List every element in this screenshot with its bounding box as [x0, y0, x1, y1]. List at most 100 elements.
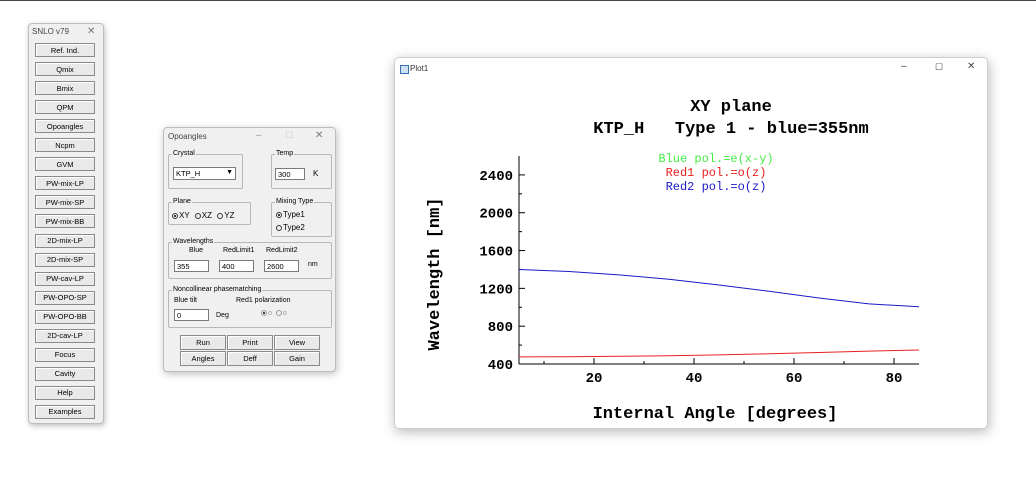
- crystal-group: Crystal KTP_H ▼: [168, 150, 243, 189]
- redlimit2-input[interactable]: 2600: [264, 260, 299, 272]
- x-tick-label: 80: [886, 371, 903, 387]
- y-axis-label: Wavelength [nm]: [426, 197, 445, 350]
- blue-wavelength-input[interactable]: 355: [174, 260, 209, 272]
- snlo-button-qmix[interactable]: Qmix: [35, 62, 95, 77]
- y-tick-label: 2000: [479, 207, 513, 223]
- legend-blue-pol: Blue pol.=e(x-y): [658, 152, 773, 166]
- mixing-type-group: Mixing Type Type1 Type2: [271, 198, 332, 237]
- maximize-icon[interactable]: ☐: [935, 62, 944, 72]
- wavelengths-label: Wavelengths: [172, 238, 215, 245]
- plane-group: Plane XY XZ YZ: [168, 198, 251, 225]
- snlo-button-pw-mix-sp[interactable]: PW-mix-SP: [35, 195, 95, 210]
- radio-selected-icon: [276, 211, 282, 218]
- snlo-button-examples[interactable]: Examples: [35, 404, 95, 419]
- mixing-radio-type2[interactable]: Type2: [276, 223, 305, 232]
- temp-input[interactable]: 300: [275, 168, 305, 180]
- screen-top-edge: [0, 0, 1036, 1]
- red1-polarization-options: o o: [261, 310, 287, 317]
- minimize-icon[interactable]: –: [901, 61, 907, 72]
- gain-button[interactable]: Gain: [274, 351, 320, 366]
- radio-icon: [276, 224, 282, 231]
- radio-icon: [275, 310, 282, 317]
- x-tick-label: 40: [686, 371, 703, 387]
- plane-label: Plane: [172, 198, 192, 205]
- opoangles-window: Opoangles – ☐ ✕ Crystal KTP_H ▼ Temp 300…: [163, 127, 336, 372]
- radio-icon: [217, 212, 224, 219]
- x-tick-label: 60: [786, 371, 803, 387]
- snlo-button-pw-cav-lp[interactable]: PW-cav-LP: [35, 271, 95, 286]
- snlo-button-pw-opo-bb[interactable]: PW-OPO-BB: [35, 309, 95, 324]
- radio-selected-icon: [261, 310, 267, 317]
- snlo-button-opoangles[interactable]: Opoangles: [35, 119, 95, 134]
- mixing-radio-type1[interactable]: Type1: [276, 210, 305, 219]
- x-axis-label: Internal Angle [degrees]: [593, 405, 838, 424]
- red1-polarization-label: Red1 polarization: [236, 297, 291, 304]
- snlo-window-title: SNLO v79: [32, 27, 69, 36]
- close-icon[interactable]: ✕: [315, 130, 324, 141]
- crystal-label: Crystal: [172, 150, 196, 157]
- snlo-button-ncpm[interactable]: Ncpm: [35, 138, 95, 153]
- plot-window: Plot1 – ☐ ✕ XY plane KTP_H Type 1 - blue…: [394, 57, 988, 429]
- redlimit2-header: RedLimit2: [266, 247, 298, 254]
- y-tick-label: 400: [488, 358, 513, 374]
- y-tick-label: 1600: [479, 245, 513, 261]
- pol-radio-1[interactable]: o: [261, 310, 272, 317]
- series-line-red2: [518, 269, 920, 308]
- chart-title: XY plane: [690, 98, 772, 117]
- plane-radio-yz[interactable]: YZ: [217, 211, 234, 220]
- snlo-button-ref-ind[interactable]: Ref. Ind.: [35, 43, 95, 57]
- snlo-button-2d-cav-lp[interactable]: 2D-cav-LP: [35, 328, 95, 343]
- snlo-main-window: SNLO v79 ✕ Ref. Ind. Qmix Bmix QPM Opoangles…: [28, 23, 104, 424]
- series-line-red1: [518, 349, 920, 358]
- snlo-button-2d-mix-sp[interactable]: 2D-mix-SP: [35, 252, 95, 267]
- chart-axes: 400 800 1200 1600 2000 2400 20 40 60 80: [479, 156, 920, 387]
- snlo-button-bmix[interactable]: Bmix: [35, 81, 95, 96]
- wavelength-chart: XY plane KTP_H Type 1 - blue=355nm Blue …: [426, 98, 920, 424]
- print-button[interactable]: Print: [227, 335, 273, 350]
- run-button[interactable]: Run: [180, 335, 226, 350]
- close-icon[interactable]: ✕: [967, 61, 976, 72]
- snlo-button-gvm[interactable]: GVM: [35, 157, 95, 172]
- y-tick-label: 1200: [479, 282, 513, 298]
- snlo-button-pw-opo-sp[interactable]: PW-OPO-SP: [35, 290, 95, 305]
- snlo-button-qpm[interactable]: QPM: [35, 100, 95, 115]
- plane-options: XY XZ YZ: [172, 211, 234, 220]
- noncollinear-label: Noncollinear phasematching: [172, 286, 263, 293]
- snlo-button-help[interactable]: Help: [35, 385, 95, 400]
- plot-window-title: Plot1: [410, 64, 429, 73]
- pol-radio-2[interactable]: o: [275, 310, 287, 317]
- chevron-down-icon: ▼: [226, 169, 233, 176]
- temp-unit: K: [313, 169, 319, 178]
- blue-tilt-label: Blue tilt: [174, 297, 197, 304]
- redlimit1-header: RedLimit1: [223, 247, 255, 254]
- plane-radio-xz[interactable]: XZ: [194, 211, 212, 220]
- legend-red2-pol: Red2 pol.=o(z): [666, 180, 767, 194]
- snlo-button-pw-mix-lp[interactable]: PW-mix-LP: [35, 176, 95, 191]
- temp-group: Temp 300 K: [271, 150, 332, 189]
- view-button[interactable]: View: [274, 335, 320, 350]
- legend-red1-pol: Red1 pol.=o(z): [666, 166, 767, 180]
- plane-radio-xy[interactable]: XY: [172, 211, 190, 220]
- chart-subtitle: KTP_H Type 1 - blue=355nm: [593, 120, 868, 139]
- deff-button[interactable]: Deff: [227, 351, 273, 366]
- snlo-button-2d-mix-lp[interactable]: 2D-mix-LP: [35, 233, 95, 248]
- crystal-dropdown[interactable]: KTP_H ▼: [173, 167, 236, 180]
- radio-selected-icon: [172, 212, 178, 219]
- close-icon[interactable]: ✕: [87, 26, 96, 37]
- x-tick-label: 20: [586, 371, 603, 387]
- minimize-icon[interactable]: –: [256, 130, 262, 141]
- mixing-type-label: Mixing Type: [275, 198, 315, 205]
- blue-header: Blue: [189, 247, 204, 254]
- wavelength-unit: nm: [308, 261, 318, 268]
- snlo-button-focus[interactable]: Focus: [35, 347, 95, 362]
- snlo-button-pw-mix-bb[interactable]: PW-mix-BB: [35, 214, 95, 229]
- redlimit1-input[interactable]: 400: [219, 260, 254, 272]
- wavelengths-group: Wavelengths Blue RedLimit1 RedLimit2 355…: [168, 238, 332, 279]
- angles-button[interactable]: Angles: [180, 351, 226, 366]
- crystal-value: KTP_H: [176, 169, 201, 178]
- y-tick-label: 800: [488, 320, 513, 336]
- blue-tilt-input[interactable]: 0: [174, 309, 209, 321]
- snlo-button-cavity[interactable]: Cavity: [35, 366, 95, 381]
- maximize-icon: ☐: [285, 130, 294, 140]
- temp-label: Temp: [275, 150, 295, 157]
